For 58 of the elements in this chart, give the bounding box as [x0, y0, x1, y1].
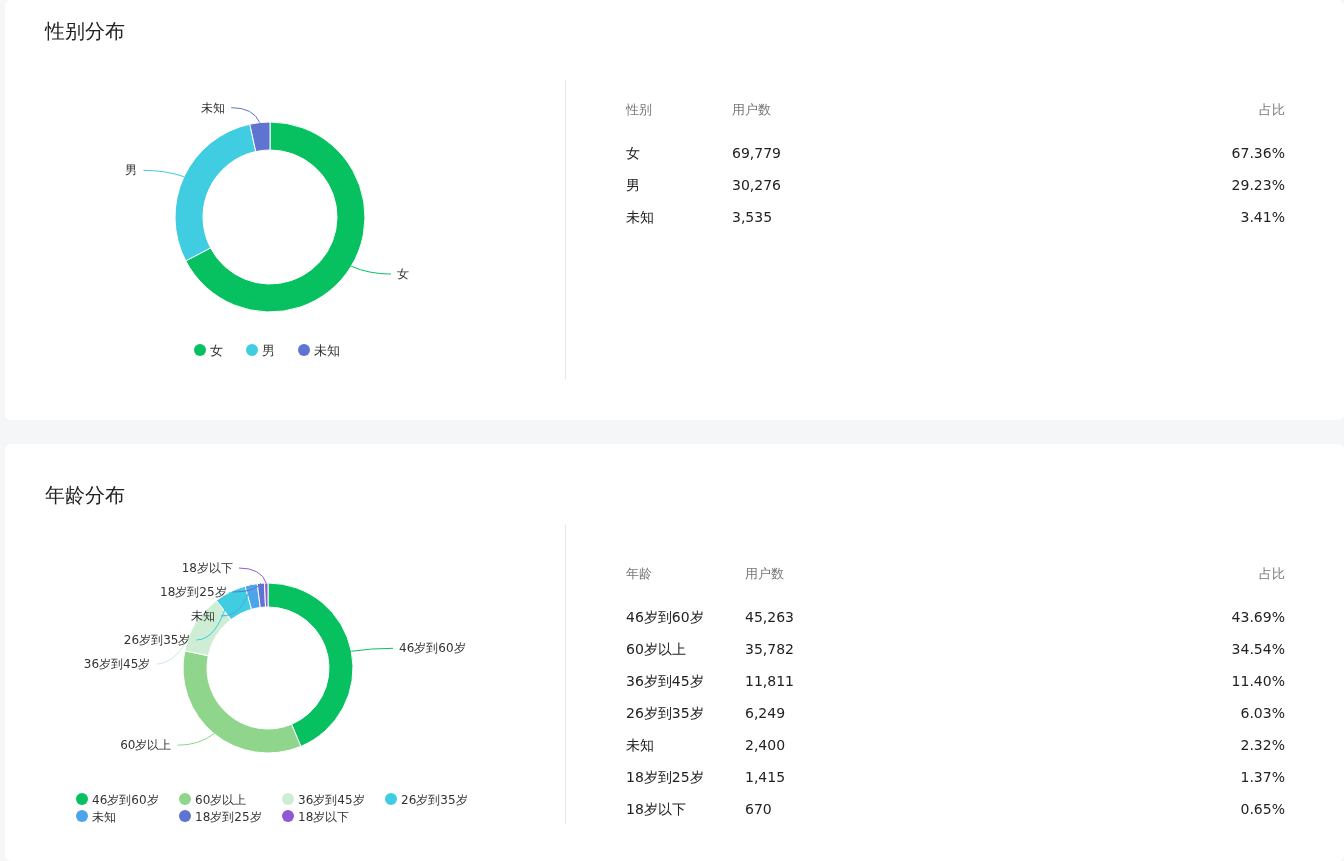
- slice-label: 18岁以下: [181, 561, 233, 576]
- legend-label: 26岁到35岁: [401, 792, 468, 807]
- text: 占比: [1259, 566, 1285, 581]
- text: 用户数: [745, 566, 784, 581]
- text: 11.40%: [1231, 673, 1285, 689]
- text: 35,782: [745, 641, 794, 657]
- slice-label: 46岁到60岁: [399, 641, 466, 656]
- text: 3,535: [732, 209, 773, 225]
- text: 67.36%: [1231, 145, 1285, 161]
- text: 18岁以下: [626, 801, 686, 817]
- category-label: 未知: [191, 609, 216, 624]
- text: 46岁到60岁: [626, 609, 704, 625]
- text: 占比: [1259, 102, 1285, 117]
- text: 男: [626, 177, 640, 193]
- legend-label: 18岁以下: [298, 809, 350, 824]
- text: 3.41%: [1240, 209, 1285, 225]
- text: 未知: [626, 209, 654, 225]
- slice-label: 36岁到45岁: [83, 657, 151, 672]
- text: 年龄: [626, 566, 652, 581]
- text: 45,263: [745, 609, 794, 625]
- category-label: 18岁到25岁: [160, 585, 227, 600]
- legend-label: 未知: [92, 809, 116, 824]
- text: 女: [626, 145, 640, 161]
- text: 2.32%: [1240, 737, 1285, 753]
- text: 1.37%: [1240, 769, 1285, 785]
- text: 26岁到35岁: [626, 705, 704, 721]
- slice-label: 女: [397, 267, 410, 282]
- legend-label: 36岁到45岁: [298, 792, 365, 807]
- text: 2,400: [745, 737, 786, 753]
- category-label: 26岁到35岁: [123, 633, 191, 648]
- slice-label: 60岁以上: [120, 738, 172, 753]
- legend-label: 未知: [314, 342, 340, 358]
- legend-label: 46岁到60岁: [92, 792, 159, 807]
- text: 6,249: [745, 705, 786, 721]
- legend-label: 女: [210, 342, 223, 358]
- text: 43.69%: [1231, 609, 1285, 625]
- text: 34.54%: [1231, 641, 1285, 657]
- slice-label: 未知: [201, 100, 226, 115]
- text: 1,415: [745, 769, 786, 785]
- text: 用户数: [732, 102, 771, 117]
- text: 0.65%: [1240, 801, 1285, 817]
- slice-label: 男: [125, 163, 138, 178]
- text: 6.03%: [1240, 705, 1285, 721]
- text: 670: [745, 801, 772, 817]
- text: 36岁到45岁: [626, 673, 704, 689]
- text: 29.23%: [1231, 177, 1285, 193]
- legend-label: 60岁以上: [195, 792, 247, 807]
- text: 69,779: [732, 145, 781, 161]
- text: 未知: [626, 737, 654, 753]
- chart-title: 性别分布: [44, 19, 125, 43]
- legend-label: 男: [262, 342, 275, 358]
- text: 18岁到25岁: [626, 769, 704, 785]
- text: 60岁以上: [626, 641, 686, 657]
- chart-title: 年龄分布: [45, 483, 125, 507]
- text: 性别: [625, 102, 652, 117]
- text: 30,276: [732, 177, 782, 193]
- legend-label: 18岁到25岁: [195, 809, 262, 824]
- text: 11,811: [745, 673, 794, 689]
